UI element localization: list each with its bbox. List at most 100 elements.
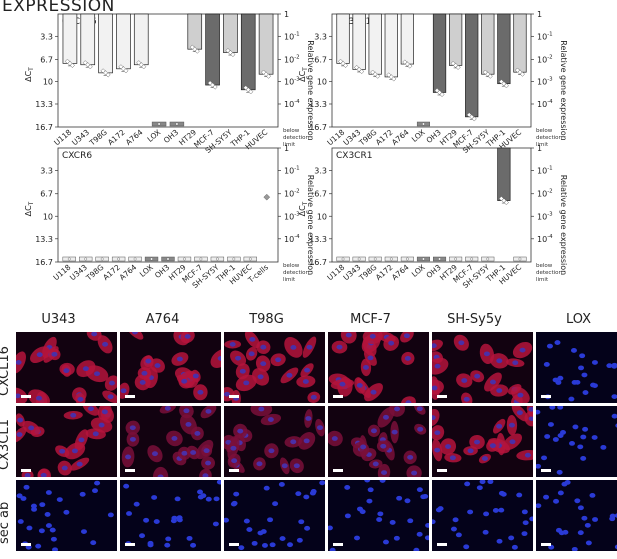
- cell-nucleus: [260, 529, 267, 534]
- cell-stain: [359, 435, 368, 459]
- cell-nucleus: [64, 366, 71, 372]
- cell-nucleus: [304, 367, 311, 373]
- cell-stain: [400, 332, 414, 343]
- cell-nucleus: [108, 380, 115, 386]
- cell-nucleus: [22, 541, 29, 547]
- cell-stain: [302, 336, 317, 358]
- category-label: A172: [101, 262, 122, 282]
- replicate-point: [337, 58, 344, 64]
- micrograph-column-label: T98G: [249, 312, 284, 327]
- cell-stain: [270, 353, 286, 367]
- cell-nucleus: [591, 435, 598, 440]
- scale-bar: [437, 395, 447, 398]
- cell-nucleus: [424, 535, 429, 541]
- cell-stain: [171, 352, 189, 366]
- cell-nucleus: [578, 365, 585, 371]
- cell-stain: [364, 383, 383, 402]
- cell-nucleus: [584, 522, 591, 528]
- y-tick-label: 13.3: [309, 100, 327, 109]
- cell-nucleus: [589, 492, 596, 498]
- cell-nucleus: [557, 406, 564, 410]
- cell-stain: [484, 372, 502, 392]
- scale-bar: [333, 543, 343, 546]
- cell-nucleus: [496, 538, 503, 544]
- cell-nucleus: [558, 530, 565, 536]
- right-tick-exponent: -2: [294, 189, 299, 195]
- cell-stain: [360, 358, 372, 377]
- cell-nucleus: [290, 344, 297, 350]
- cell-stain: [16, 426, 27, 443]
- cell-stain: [28, 389, 50, 403]
- cell-nucleus: [432, 519, 436, 525]
- micrograph-column-label: A764: [145, 312, 180, 327]
- cell-nucleus: [411, 470, 418, 476]
- cell-nucleus: [45, 523, 52, 528]
- cell-stain: [296, 375, 316, 388]
- not-detected-point: [166, 257, 170, 261]
- cell-nucleus: [176, 356, 183, 362]
- right-tick-label: 1: [537, 144, 542, 153]
- replicate-point: [212, 84, 218, 90]
- cell-stain: [224, 434, 236, 450]
- replicate-point: [407, 63, 413, 69]
- cell-nucleus: [572, 424, 579, 430]
- cell-nucleus: [382, 414, 389, 420]
- cell-nucleus: [176, 517, 183, 523]
- micrograph-tile: [16, 332, 117, 403]
- cell-nucleus: [356, 506, 363, 512]
- cell-stain: [37, 468, 50, 477]
- cell-nucleus: [335, 377, 342, 383]
- cell-nucleus: [125, 454, 132, 460]
- micrograph-tile: [328, 332, 429, 403]
- micrograph-tile: [328, 480, 429, 551]
- cell-nucleus: [251, 540, 258, 546]
- cell-nucleus: [80, 529, 87, 535]
- cell-nucleus: [467, 448, 474, 454]
- cell-nucleus: [181, 450, 188, 456]
- cell-nucleus: [434, 363, 441, 369]
- cell-stain: [367, 424, 381, 438]
- cell-nucleus: [508, 422, 515, 428]
- cell-nucleus: [197, 389, 204, 395]
- cell-nucleus: [360, 385, 367, 391]
- right-tick-label: 10-3: [284, 77, 300, 87]
- cell-nucleus: [91, 332, 98, 337]
- cell-stain: [377, 407, 395, 428]
- bar: [465, 13, 479, 118]
- cell-stain: [377, 463, 391, 477]
- replicate-point: [64, 58, 70, 64]
- cell-stain: [16, 413, 25, 427]
- cell-nucleus: [574, 379, 581, 385]
- right-tick-label: 1: [537, 10, 542, 19]
- below-limit-note: below: [283, 128, 300, 134]
- bar: [352, 13, 366, 70]
- cell-nucleus: [41, 473, 48, 477]
- cell-nucleus: [202, 473, 209, 477]
- cell-stain: [487, 438, 510, 454]
- cell-stain: [390, 420, 399, 444]
- cell-stain: [30, 346, 50, 364]
- bar: [98, 13, 113, 74]
- below-limit-note: detection: [536, 135, 562, 141]
- cell-nucleus: [609, 516, 616, 522]
- cell-nucleus: [77, 396, 84, 402]
- micrograph-tile: [432, 406, 533, 477]
- cell-nucleus: [582, 390, 589, 395]
- cell-nucleus: [216, 480, 221, 485]
- cell-nucleus: [536, 503, 542, 509]
- cell-nucleus: [434, 447, 441, 453]
- cell-nucleus: [153, 519, 160, 524]
- cell-stain: [196, 439, 214, 460]
- chart-title: CXCR6: [62, 151, 92, 161]
- cell-nucleus: [194, 431, 201, 436]
- replicate-point: [230, 52, 236, 58]
- cell-stain: [432, 351, 444, 364]
- not-detected-point: [405, 257, 409, 261]
- cell-nucleus: [231, 458, 238, 464]
- replicate-point: [404, 61, 410, 67]
- cell-nucleus: [432, 415, 436, 421]
- micrograph-background: [328, 332, 429, 403]
- cell-stain: [193, 384, 208, 401]
- cell-nucleus: [524, 452, 531, 458]
- cell-nucleus: [582, 426, 589, 432]
